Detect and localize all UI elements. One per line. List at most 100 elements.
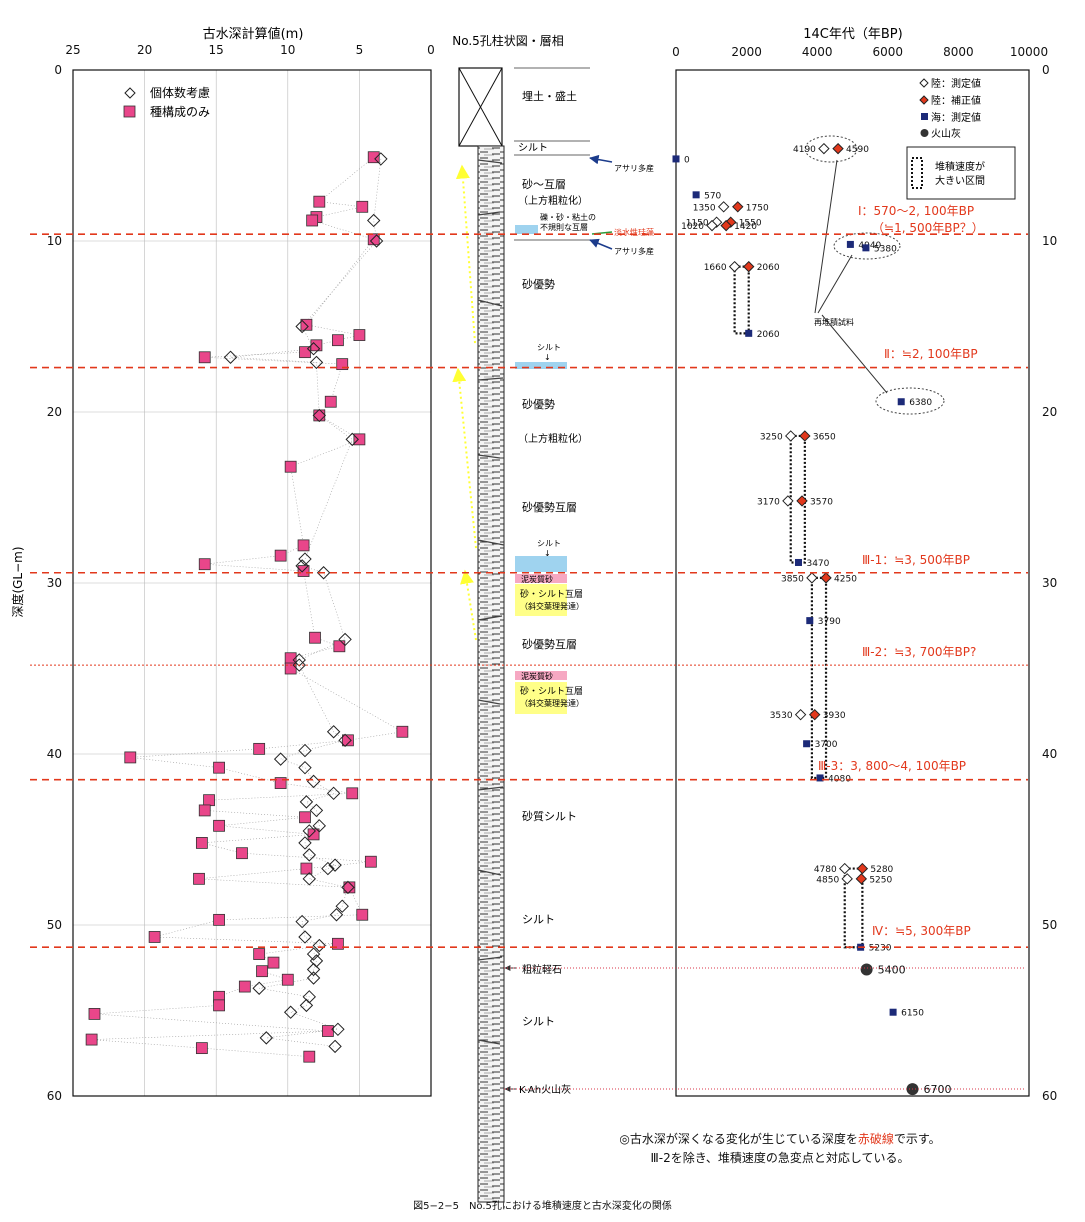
blue-band-3 <box>515 556 567 572</box>
left-diamond-point <box>312 408 327 423</box>
right-panel: 14C年代（年BP) 0 2000 4000 6000 8000 10000 010203… <box>672 27 1057 1103</box>
left-square-point <box>353 433 366 446</box>
rate-interval-box <box>733 265 750 335</box>
legend-marine-icon <box>921 113 928 120</box>
layer-peaty-sand-2: 泥炭質砂 <box>521 671 553 681</box>
coarsening-arrow-1 <box>455 164 476 344</box>
marine-label: 5380 <box>874 244 897 254</box>
left-square-point <box>343 881 356 894</box>
land-measured-label: 3170 <box>757 497 780 507</box>
land-measured-label: 4850 <box>816 875 839 885</box>
left-x-tick-label: 10 <box>280 43 295 57</box>
left-diamond-point <box>295 319 309 334</box>
layer-cross-lamination-1: （斜交葉理発達） <box>520 601 584 611</box>
blue-band-1 <box>515 225 538 234</box>
left-diamond-point <box>306 971 321 985</box>
left-y-tick-label: 20 <box>47 405 62 419</box>
marine-label: 6150 <box>901 1009 924 1019</box>
layer-silt-2: シルト <box>537 343 561 352</box>
left-x-tick-label: 25 <box>65 43 80 57</box>
high-rate-intervals <box>733 265 864 949</box>
layer-fill: 埋土・盛土 <box>522 89 577 103</box>
left-diamond-point <box>292 653 306 667</box>
left-square-point <box>124 751 137 764</box>
redeposit-ellipse-1 <box>804 135 858 163</box>
ash-point <box>860 963 873 976</box>
land-corrected-label: 3570 <box>810 497 833 507</box>
marine-point <box>846 240 854 248</box>
layer-sand-interbed: 砂～互層 <box>522 178 566 191</box>
left-square-point <box>238 980 251 993</box>
left-diamond-point <box>312 938 327 953</box>
left-x-tick-label: 5 <box>356 43 364 57</box>
column-texture <box>477 159 505 1045</box>
layer-cross-lamination-2: （斜交葉理発達） <box>520 698 584 708</box>
left-diamond-point <box>341 880 355 895</box>
fill-box-cross <box>458 67 503 147</box>
left-square-point <box>281 973 294 986</box>
borehole-column <box>477 145 505 1203</box>
left-diamond-point <box>299 998 314 1013</box>
left-square-point <box>346 787 359 800</box>
land-corrected-label: 1550 <box>739 219 762 229</box>
left-square-point <box>198 558 211 571</box>
layer-coarsening-2: （上方粗粒化） <box>518 432 588 445</box>
legend-land-corrected-icon <box>919 95 929 105</box>
left-diamond-point <box>302 848 316 862</box>
left-diamond-point <box>302 824 316 838</box>
marine-point <box>794 558 802 566</box>
right-plot-frame <box>675 69 1030 1097</box>
pink-band-1 <box>515 574 567 583</box>
left-diamond-point <box>316 566 331 580</box>
left-legend: 個体数考慮 種構成のみ <box>123 85 210 119</box>
rate-legend-swatch <box>911 157 923 189</box>
left-square-point <box>253 742 266 755</box>
marine-point <box>897 398 905 406</box>
land-measured-label: 1150 <box>686 219 709 229</box>
left-diamond-point <box>292 658 306 672</box>
boundary-label-2: Ⅱ：≒2, 100年BP <box>884 347 978 361</box>
land-corrected-label: 4590 <box>846 145 869 155</box>
rate-legend-frame <box>906 146 1016 200</box>
land-corrected-point <box>732 201 744 213</box>
land-measured-label: 1660 <box>704 263 727 273</box>
legend-label-1: 個体数考慮 <box>150 85 210 100</box>
pink-band-2 <box>515 671 567 680</box>
left-x-tick-label: 20 <box>137 43 152 57</box>
left-diamond-trace <box>230 158 382 1047</box>
right-y-tick-label: 10 <box>1042 234 1057 248</box>
left-square-point <box>309 631 321 644</box>
land-measured-label: 1020 <box>681 222 704 232</box>
left-diamond-point <box>298 836 312 850</box>
marine-point <box>692 191 700 199</box>
land-measured-point <box>706 219 718 232</box>
layer-coarsening-1: （上方粗粒化） <box>518 194 588 207</box>
left-diamond-point <box>328 1039 342 1054</box>
right-x-tick-label: 2000 <box>731 45 762 59</box>
land-corrected-point <box>856 862 869 875</box>
legend-land-corrected: 陸：補正値 <box>931 94 981 107</box>
marine-point <box>816 774 824 782</box>
land-corrected-point <box>796 495 808 507</box>
ash-label: 5400 <box>878 963 906 976</box>
left-square-point <box>367 151 380 164</box>
land-measured-point <box>785 430 797 442</box>
freshwater-diatom-label: 淡水性珪藻 <box>614 227 654 237</box>
boundary-labels: Ⅰ：570～2, 100年BP （≒1, 500年BP？） Ⅱ：≒2, 100年… <box>818 204 984 938</box>
left-square-point <box>88 1008 101 1020</box>
redeposit-ellipse-3 <box>875 387 945 415</box>
left-square-point <box>299 811 311 824</box>
layer-sand-interbed-1: 砂優勢互層 <box>522 500 577 514</box>
left-square-point <box>306 214 319 227</box>
left-square-point <box>85 1033 98 1046</box>
right-y-tick-label: 40 <box>1042 747 1057 761</box>
land-corrected-label: 3930 <box>823 711 846 721</box>
left-diamond-point <box>259 1031 274 1045</box>
left-square-point <box>193 872 205 885</box>
left-square-point <box>332 334 344 347</box>
silt-arrow-2: ↓ <box>544 549 551 558</box>
left-square-point <box>300 862 313 875</box>
land-corrected-point <box>855 873 868 885</box>
